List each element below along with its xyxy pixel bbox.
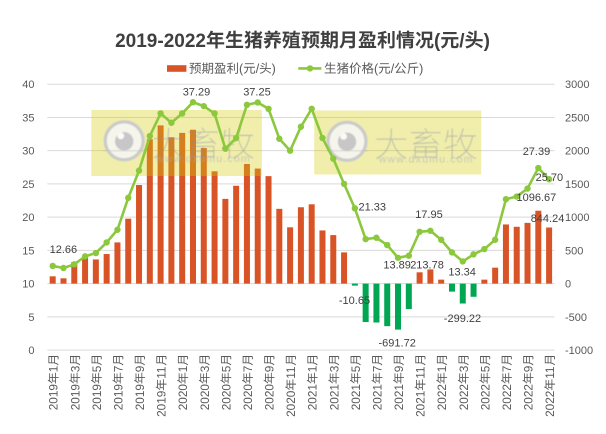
svg-text:2020: 2020	[198, 384, 212, 411]
svg-text:-691.72: -691.72	[379, 338, 416, 350]
svg-text:www.dxumu.com: www.dxumu.com	[155, 153, 251, 165]
svg-text:): )	[484, 31, 490, 52]
svg-text:27.39: 27.39	[523, 146, 551, 158]
svg-text:(: (	[434, 31, 441, 52]
svg-text:13.89: 13.89	[383, 260, 411, 272]
svg-text:2500: 2500	[565, 112, 589, 124]
svg-text:1: 1	[435, 366, 449, 373]
svg-text:13.34: 13.34	[448, 267, 476, 279]
svg-text:17.95: 17.95	[415, 209, 443, 221]
svg-text:www.dxumu.com: www.dxumu.com	[378, 154, 474, 166]
svg-text:2020: 2020	[284, 390, 298, 417]
svg-text:2019-2022: 2019-2022	[115, 31, 206, 52]
svg-text:1000: 1000	[565, 212, 589, 224]
svg-text:5: 5	[478, 365, 492, 372]
svg-text:37.29: 37.29	[183, 87, 211, 99]
svg-text:3: 3	[327, 365, 341, 372]
svg-text:7: 7	[500, 366, 514, 373]
svg-text:-299.22: -299.22	[444, 313, 481, 325]
svg-text:1500: 1500	[565, 179, 589, 191]
svg-text:2020: 2020	[219, 384, 233, 411]
svg-text:9: 9	[522, 366, 536, 373]
svg-text:2020: 2020	[176, 384, 190, 411]
svg-text:2019: 2019	[68, 384, 82, 410]
svg-text:2019: 2019	[111, 384, 125, 410]
svg-text:2022: 2022	[543, 391, 557, 417]
svg-text:25: 25	[22, 179, 34, 191]
svg-text:2019: 2019	[133, 384, 147, 410]
svg-text:7: 7	[370, 366, 384, 373]
svg-text:2000: 2000	[565, 146, 589, 158]
svg-text:5: 5	[219, 365, 233, 372]
svg-text:11: 11	[543, 367, 557, 379]
svg-text:20: 20	[22, 212, 34, 224]
svg-text:7: 7	[111, 366, 125, 373]
svg-text:2021: 2021	[370, 384, 384, 410]
svg-text:35: 35	[22, 112, 34, 124]
svg-text:): )	[419, 62, 423, 76]
svg-text:/: /	[391, 62, 395, 76]
svg-text:3: 3	[198, 365, 212, 372]
svg-text:2019: 2019	[90, 384, 104, 410]
svg-text:(: (	[239, 62, 244, 76]
svg-text:-500: -500	[565, 312, 587, 324]
svg-text:2022: 2022	[478, 384, 492, 410]
svg-text:5: 5	[28, 312, 34, 324]
svg-text:2021: 2021	[414, 391, 428, 417]
svg-text:5: 5	[90, 365, 104, 372]
svg-text:10: 10	[22, 279, 34, 291]
svg-text:37.25: 37.25	[243, 87, 271, 99]
svg-text:1096.67: 1096.67	[517, 192, 557, 204]
svg-text:/: /	[459, 31, 465, 52]
svg-text:21.33: 21.33	[359, 202, 387, 214]
svg-text:2021: 2021	[306, 384, 320, 410]
svg-text:15: 15	[22, 245, 34, 257]
svg-text:9: 9	[392, 366, 406, 373]
svg-text:3000: 3000	[565, 79, 589, 91]
svg-text:(: (	[374, 62, 379, 76]
svg-text:3: 3	[68, 365, 82, 372]
svg-text:2022: 2022	[500, 384, 514, 410]
svg-text:2019: 2019	[47, 384, 61, 410]
svg-text:1: 1	[176, 366, 190, 373]
svg-text:0: 0	[565, 279, 571, 291]
svg-text:25.70: 25.70	[536, 172, 564, 184]
svg-text:12.66: 12.66	[50, 244, 78, 256]
svg-text:2021: 2021	[392, 384, 406, 410]
svg-text:2021: 2021	[327, 384, 341, 410]
svg-text:-10.65: -10.65	[339, 295, 370, 307]
svg-text:40: 40	[22, 79, 34, 91]
svg-text:500: 500	[565, 245, 583, 257]
svg-text:11: 11	[155, 367, 169, 379]
svg-text:11: 11	[414, 367, 428, 379]
svg-text:9: 9	[133, 366, 147, 373]
svg-text:2019: 2019	[155, 391, 169, 417]
svg-text:7: 7	[241, 366, 255, 373]
svg-text:): )	[272, 62, 276, 76]
svg-text:30: 30	[22, 146, 34, 158]
svg-text:2020: 2020	[241, 384, 255, 411]
svg-text:/: /	[256, 62, 260, 76]
svg-text:213.78: 213.78	[410, 260, 444, 272]
svg-text:0: 0	[28, 345, 34, 357]
svg-text:3: 3	[457, 365, 471, 372]
svg-text:2022: 2022	[435, 384, 449, 410]
svg-text:1: 1	[306, 366, 320, 373]
svg-text:1: 1	[47, 366, 61, 373]
svg-text:5: 5	[349, 365, 363, 372]
svg-text:-1000: -1000	[565, 345, 593, 357]
svg-text:844.24: 844.24	[531, 213, 565, 225]
svg-text:2021: 2021	[349, 384, 363, 410]
svg-text:2022: 2022	[522, 384, 536, 410]
svg-text:9: 9	[263, 366, 277, 373]
svg-text:2020: 2020	[263, 384, 277, 411]
svg-text:11: 11	[284, 367, 298, 379]
svg-text:2022: 2022	[457, 384, 471, 410]
